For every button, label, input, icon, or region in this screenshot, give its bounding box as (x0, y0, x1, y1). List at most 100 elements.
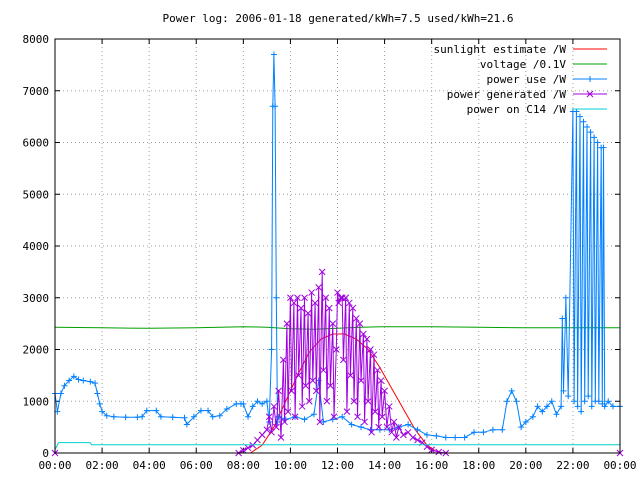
legend-label: power use /W (487, 73, 567, 86)
data-point (375, 423, 383, 431)
data-point (342, 294, 350, 302)
data-point (393, 434, 400, 441)
data-point (423, 431, 430, 438)
plot-frame (54, 38, 621, 454)
data-point (345, 299, 353, 307)
data-point (275, 387, 282, 395)
data-point (153, 407, 160, 414)
data-point (223, 406, 230, 413)
data-point (245, 413, 252, 420)
x-tick-label: 00:00 (38, 459, 71, 472)
data-point (584, 123, 591, 130)
y-tick-label: 7000 (23, 85, 50, 98)
data-point (374, 366, 381, 374)
data-point (354, 413, 361, 421)
data-point (414, 436, 421, 444)
series-layer (51, 51, 624, 457)
data-point (337, 294, 345, 302)
x-tick-label: 10:00 (274, 459, 307, 472)
data-point (259, 400, 266, 407)
data-point (553, 411, 560, 418)
data-point (571, 398, 578, 405)
data-point (239, 447, 247, 454)
data-point (588, 403, 595, 410)
data-point (574, 403, 581, 410)
data-point (367, 346, 374, 353)
data-point (305, 397, 313, 405)
data-point (587, 129, 594, 136)
data-point (273, 294, 280, 301)
data-point (205, 407, 212, 414)
data-point (504, 398, 510, 405)
data-point (308, 289, 315, 296)
data-point (312, 387, 320, 395)
data-point (539, 408, 546, 415)
data-point (377, 377, 385, 384)
data-point (558, 403, 565, 410)
data-point (360, 330, 367, 338)
data-point (298, 403, 306, 410)
data-point (339, 413, 346, 420)
data-point (263, 426, 271, 434)
data-point (143, 407, 150, 414)
legend-item: sunlight estimate /W (434, 43, 607, 56)
data-point (395, 423, 403, 431)
data-point (316, 418, 324, 426)
data-point (61, 382, 68, 389)
x-tick-label: 02:00 (86, 459, 119, 472)
data-point (209, 413, 216, 420)
data-point (499, 426, 506, 433)
data-point (518, 424, 525, 431)
data-point (522, 418, 529, 425)
data-point (283, 320, 291, 327)
data-point (169, 414, 176, 421)
data-point (433, 432, 440, 439)
x-tick-label: 20:00 (509, 459, 542, 472)
data-point (361, 418, 368, 426)
x-tick-label: 04:00 (133, 459, 166, 472)
data-point (277, 434, 285, 441)
data-point (594, 139, 601, 146)
series-line (54, 442, 620, 451)
data-point (318, 268, 326, 276)
data-point (284, 408, 292, 415)
axis-labels: 0 1000 2000 3000 4000 5000 6000 7000 8000 00:00 02… (23, 33, 637, 472)
data-point (409, 434, 417, 441)
data-point (578, 408, 585, 415)
data-point (565, 393, 572, 400)
legend-marker (586, 90, 594, 98)
data-point (562, 294, 569, 301)
data-point (190, 413, 197, 420)
data-point (534, 403, 541, 410)
data-point (139, 413, 146, 420)
series-4 (51, 268, 624, 457)
legend-item: power on C14 /W (467, 103, 607, 116)
data-point (99, 408, 106, 415)
data-point (280, 356, 287, 364)
data-point (122, 414, 129, 421)
data-point (335, 299, 343, 307)
y-tick-label: 2000 (23, 344, 50, 357)
data-point (330, 413, 338, 421)
data-point (349, 304, 357, 312)
data-point (560, 387, 567, 394)
data-point (94, 390, 101, 397)
data-point (508, 387, 515, 394)
data-point (110, 413, 117, 420)
data-point (216, 412, 223, 419)
y-tick-label: 4000 (23, 240, 50, 253)
data-point (301, 294, 308, 302)
data-point (585, 393, 592, 400)
data-point (323, 397, 331, 405)
data-point (96, 400, 103, 407)
data-point (66, 377, 73, 384)
chart-title: Power log: 2006-01-18 generated/kWh=7.5 … (163, 12, 514, 25)
x-tick-label: 22:00 (556, 459, 589, 472)
data-point (471, 429, 478, 436)
data-point (265, 413, 273, 421)
data-point (435, 448, 443, 456)
data-point (544, 403, 551, 410)
data-point (320, 418, 327, 425)
data-point (580, 118, 587, 125)
data-point (461, 434, 468, 441)
